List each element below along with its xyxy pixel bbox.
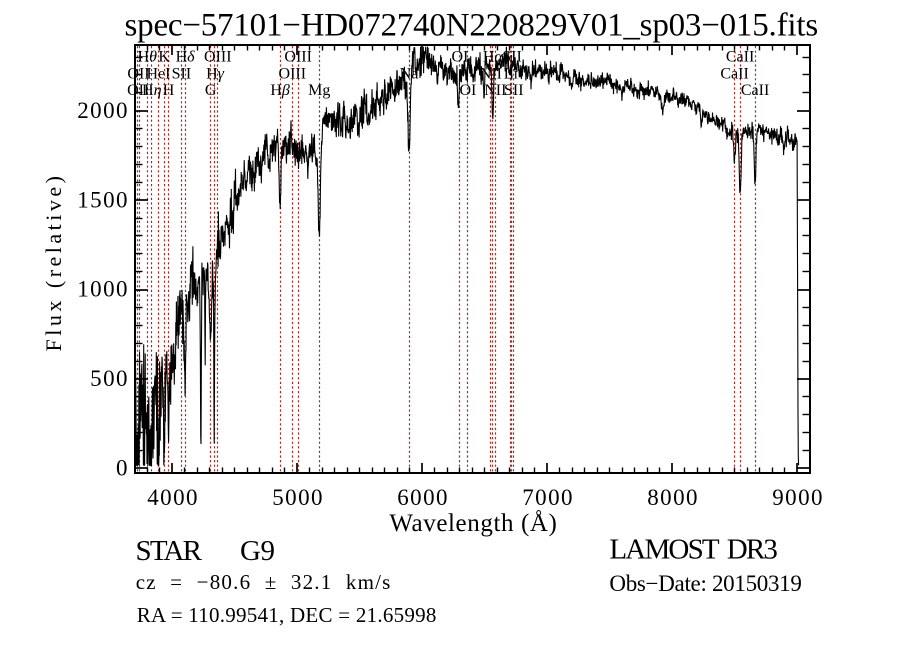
svg-text:Na: Na — [400, 65, 419, 82]
svg-text:Obs−Date: 20150319: Obs−Date: 20150319 — [609, 571, 801, 596]
svg-text:Hβ: Hβ — [270, 82, 290, 99]
svg-text:OIII: OIII — [204, 49, 232, 66]
svg-text:OIII: OIII — [284, 49, 312, 66]
svg-text:4000: 4000 — [147, 485, 199, 510]
svg-text:0: 0 — [116, 456, 129, 481]
svg-text:Flux (relative): Flux (relative) — [41, 173, 66, 352]
svg-text:2000: 2000 — [77, 98, 129, 123]
svg-text:OII: OII — [127, 82, 149, 99]
svg-text:LAMOST DR3: LAMOST DR3 — [609, 534, 777, 566]
svg-text:CaII: CaII — [720, 65, 748, 82]
svg-text:HeI: HeI — [147, 65, 171, 82]
svg-text:OIII: OIII — [279, 65, 307, 82]
svg-text:1000: 1000 — [77, 277, 129, 302]
svg-text:NII: NII — [480, 65, 502, 82]
svg-text:H: H — [163, 82, 175, 99]
svg-text:8000: 8000 — [647, 485, 699, 510]
svg-text:NII: NII — [484, 82, 506, 99]
svg-text:SII: SII — [172, 65, 192, 82]
svg-text:Li: Li — [504, 65, 519, 82]
svg-text:9000: 9000 — [772, 485, 824, 510]
svg-text:Hα: Hα — [483, 49, 504, 66]
svg-text:7000: 7000 — [522, 485, 574, 510]
svg-text:CaII: CaII — [741, 82, 769, 99]
svg-text:K: K — [158, 49, 170, 66]
svg-text:Mg: Mg — [308, 82, 330, 99]
svg-text:Hγ: Hγ — [206, 65, 225, 82]
svg-text:OI: OI — [459, 82, 476, 99]
svg-text:OI: OI — [451, 49, 468, 66]
svg-text:CaII: CaII — [726, 49, 754, 66]
svg-text:Hη: Hη — [142, 82, 162, 99]
svg-text:G9: G9 — [240, 535, 274, 567]
svg-text:STAR: STAR — [136, 535, 203, 567]
svg-text:spec−57101−HD072740N220829V01_: spec−57101−HD072740N220829V01_sp03−015.f… — [125, 8, 818, 44]
svg-text:G: G — [205, 82, 217, 99]
svg-text:Hδ: Hδ — [176, 49, 196, 66]
svg-text:1500: 1500 — [77, 187, 129, 212]
svg-text:cz = −80.6 ± 32.1 km/s: cz = −80.6 ± 32.1 km/s — [136, 570, 392, 594]
svg-text:Wavelength (Å): Wavelength (Å) — [389, 510, 557, 537]
svg-text:SII: SII — [504, 82, 524, 99]
svg-text:OII: OII — [127, 65, 149, 82]
svg-text:6000: 6000 — [397, 485, 449, 510]
svg-text:5000: 5000 — [272, 485, 324, 510]
svg-text:500: 500 — [90, 366, 129, 391]
svg-text:Hθ: Hθ — [138, 49, 158, 66]
svg-text:RA = 110.99541, DEC = 21.6599: RA = 110.99541, DEC = 21.65998 — [137, 603, 437, 627]
svg-text:SII: SII — [502, 49, 522, 66]
